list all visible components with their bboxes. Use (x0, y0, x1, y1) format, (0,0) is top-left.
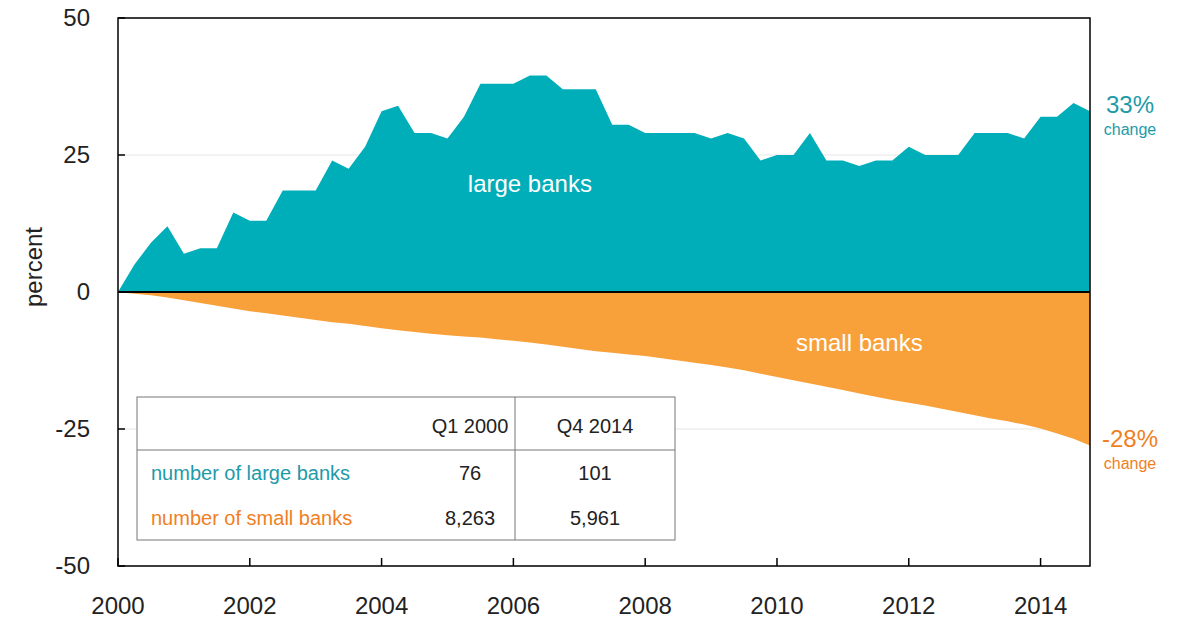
x-tick (513, 558, 515, 566)
table-row-label: number of large banks (151, 462, 350, 484)
y-tick-label: 25 (63, 141, 90, 168)
table-cell: 76 (459, 462, 481, 484)
table-frame (137, 397, 675, 540)
annotation-sub: change (1104, 121, 1157, 138)
table-cell: 101 (578, 462, 611, 484)
x-tick-label: 2002 (223, 592, 276, 619)
zero-line (118, 291, 1090, 293)
x-tick-label: 2008 (618, 592, 671, 619)
y-tick (118, 291, 125, 293)
area (118, 76, 1090, 292)
x-tick-label: 2014 (1014, 592, 1067, 619)
x-tick-label: 2010 (750, 592, 803, 619)
table-header: Q1 2000 (432, 415, 509, 437)
x-tick (776, 558, 778, 566)
x-tick-label: 2004 (355, 592, 408, 619)
annotation-sub: change (1104, 455, 1157, 472)
table-rule (515, 397, 516, 540)
table-cell: 8,263 (445, 507, 495, 529)
x-tick-label: 2012 (882, 592, 935, 619)
x-tick (117, 558, 119, 566)
y-axis-label: percent (20, 227, 47, 307)
series-label: small banks (796, 329, 923, 356)
table-cell: 5,961 (570, 507, 620, 529)
x-tick-label: 2006 (487, 592, 540, 619)
y-tick-label: -50 (55, 552, 90, 579)
table-header: Q4 2014 (557, 415, 634, 437)
chart: -50 -25 0 25 50 2000 2002 2004 2006 2008 2010 2012 2… (0, 0, 1200, 630)
y-tick-label: -25 (55, 415, 90, 442)
x-tick (381, 558, 383, 566)
y-tick (118, 565, 125, 567)
x-tick (1040, 558, 1042, 566)
table-rule (137, 450, 675, 451)
table-row-label: number of small banks (151, 507, 352, 529)
series-label: large banks (468, 170, 592, 197)
plot-frame (118, 18, 1090, 566)
x-tick (908, 558, 910, 566)
y-tick (118, 17, 125, 19)
y-tick-label: 50 (63, 4, 90, 31)
y-tick (118, 154, 125, 156)
annotation: -28% (1102, 425, 1158, 452)
grid-line (118, 292, 1090, 293)
x-tick (644, 558, 646, 566)
annotation: 33% (1106, 91, 1154, 118)
y-tick-label: 0 (77, 278, 90, 305)
y-tick (118, 428, 125, 430)
plot-area (118, 76, 1090, 446)
x-tick (249, 558, 251, 566)
x-tick-label: 2000 (91, 592, 144, 619)
table: Q1 2000 Q4 2014 number of large banks 76 101… (137, 397, 675, 540)
